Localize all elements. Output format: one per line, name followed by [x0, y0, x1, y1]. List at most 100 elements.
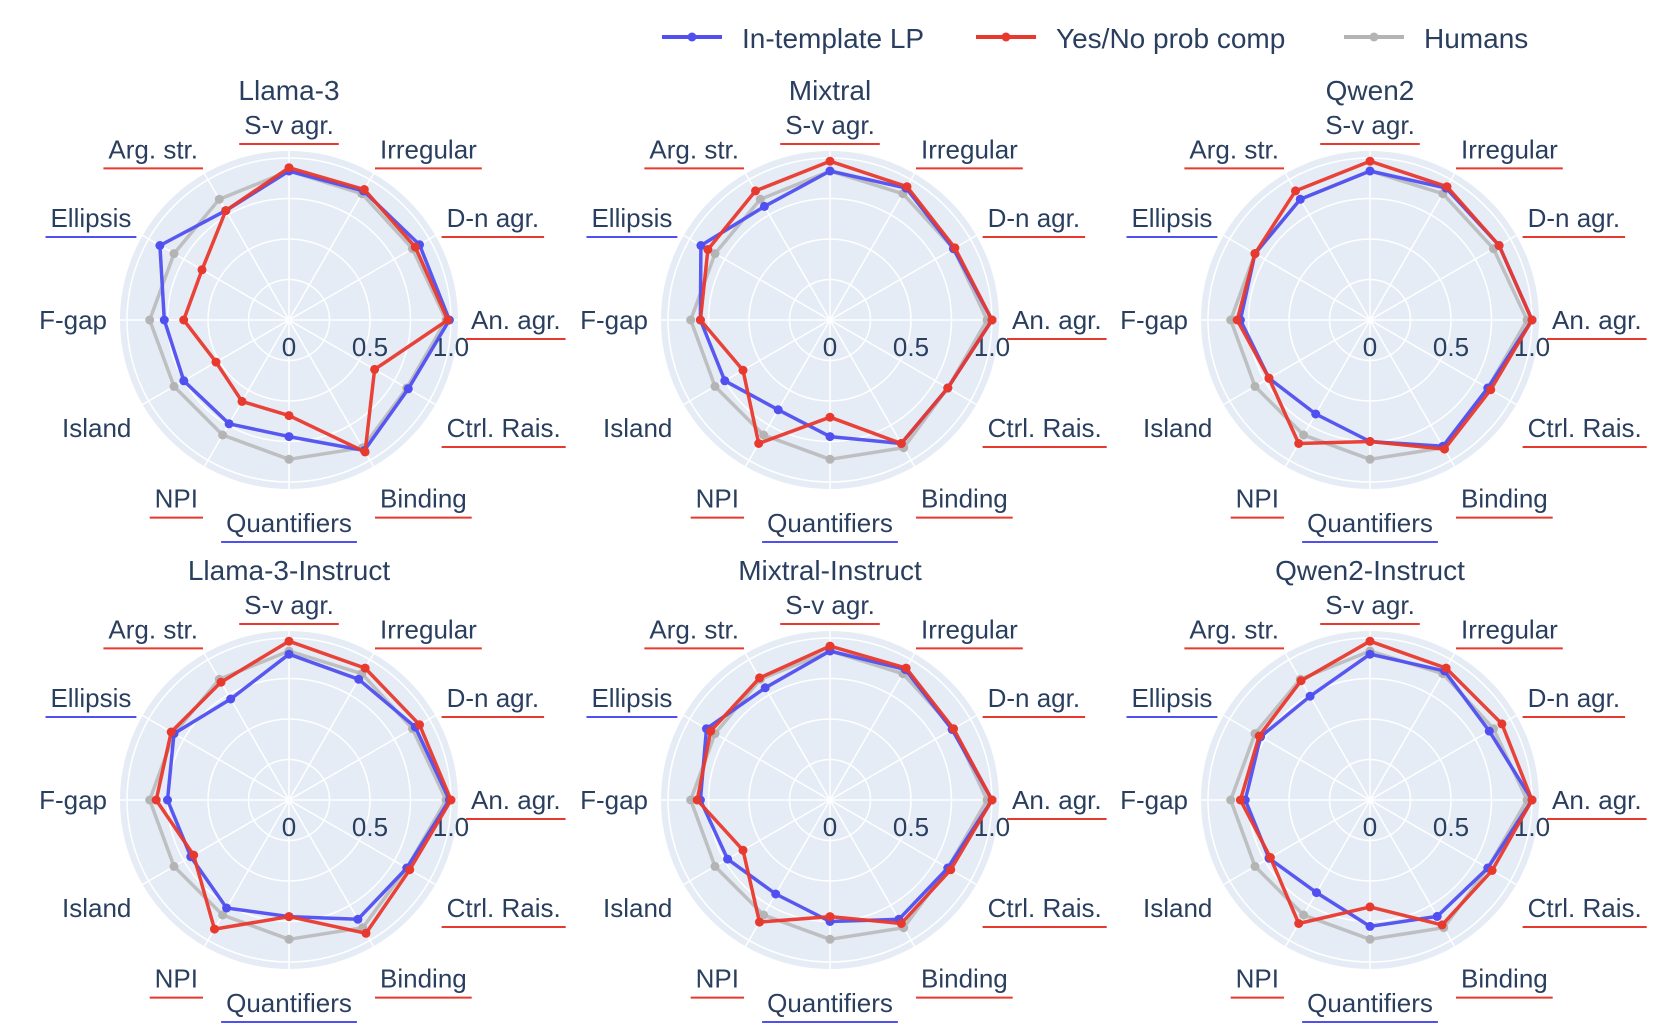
- grid-spoke: [1222, 234, 1371, 321]
- series-point-yes-no-prob-comp: [825, 641, 835, 651]
- series-point-yes-no-prob-comp: [1294, 439, 1304, 448]
- series-point-in-template-lp: [353, 914, 363, 924]
- series-point-in-template-lp: [771, 889, 781, 899]
- series-point-yes-no-prob-comp: [197, 265, 207, 275]
- axis-label-irregular: Irregular: [1461, 614, 1558, 644]
- axis-label-island: Island: [603, 893, 672, 923]
- series-point-humans: [755, 194, 765, 204]
- series-point-yes-no-prob-comp: [755, 917, 764, 927]
- axis-label-arg-str: Arg. str.: [108, 134, 198, 164]
- series-point-humans: [284, 454, 294, 464]
- series-point-yes-no-prob-comp: [446, 795, 456, 805]
- series-point-yes-no-prob-comp: [360, 663, 370, 673]
- series-point-yes-no-prob-comp: [237, 396, 247, 406]
- axis-label-ellipsis: Ellipsis: [591, 203, 672, 233]
- axis-label-arg-str: Arg. str.: [108, 614, 198, 644]
- series-point-yes-no-prob-comp: [987, 315, 997, 325]
- legend-entry-in-template-lp[interactable]: In-template LP: [662, 23, 924, 54]
- series-point-humans: [710, 249, 720, 259]
- series-point-yes-no-prob-comp: [189, 850, 199, 860]
- series-point-in-template-lp: [760, 683, 770, 693]
- series-point-in-template-lp: [825, 432, 835, 442]
- series-point-humans: [825, 934, 835, 944]
- legend-label: Yes/No prob comp: [1056, 23, 1285, 54]
- axis-label-d-n-agr: D-n agr.: [988, 683, 1081, 713]
- radial-tick-label: 0: [1363, 812, 1377, 842]
- series-point-humans: [169, 861, 179, 871]
- axis-label-irregular: Irregular: [1461, 134, 1558, 164]
- axis-label-f-gap: F-gap: [580, 305, 648, 335]
- grid-spoke: [141, 799, 290, 886]
- grid-spoke: [1222, 714, 1371, 801]
- axis-label-an-agr: An. agr.: [1552, 305, 1642, 335]
- series-point-yes-no-prob-comp: [738, 845, 748, 855]
- series-point-humans: [686, 315, 696, 325]
- axis-label-ellipsis: Ellipsis: [1131, 203, 1212, 233]
- series-point-yes-no-prob-comp: [359, 185, 369, 194]
- series-point-humans: [1299, 430, 1309, 440]
- chart-title: Qwen2: [1326, 75, 1415, 106]
- axis-label-binding: Binding: [380, 484, 467, 514]
- series-point-humans: [218, 910, 228, 920]
- axis-label-arg-str: Arg. str.: [1189, 134, 1279, 164]
- series-point-yes-no-prob-comp: [370, 364, 380, 374]
- radial-tick-label: 0.5: [893, 332, 929, 362]
- series-point-in-template-lp: [759, 201, 769, 211]
- axis-label-s-v-agr: S-v agr.: [244, 110, 334, 140]
- series-point-in-template-lp: [720, 376, 730, 386]
- series-point-yes-no-prob-comp: [896, 919, 906, 928]
- radial-tick-label: 0.5: [893, 812, 929, 842]
- radial-tick-label: 0.5: [1433, 812, 1469, 842]
- series-point-yes-no-prob-comp: [896, 439, 906, 448]
- legend-entry-humans[interactable]: Humans: [1344, 23, 1528, 54]
- axis-label-npi: NPI: [1236, 484, 1279, 514]
- series-point-yes-no-prob-comp: [695, 315, 705, 325]
- axis-label-binding: Binding: [380, 964, 467, 994]
- series-point-humans: [759, 430, 769, 440]
- series-point-yes-no-prob-comp: [1365, 902, 1375, 912]
- series-point-yes-no-prob-comp: [950, 243, 960, 253]
- series-point-yes-no-prob-comp: [1365, 636, 1375, 646]
- series-point-yes-no-prob-comp: [706, 726, 716, 736]
- axis-label-ellipsis: Ellipsis: [50, 683, 131, 713]
- series-point-yes-no-prob-comp: [1294, 919, 1304, 928]
- series-point-in-template-lp: [1312, 888, 1321, 898]
- series-point-yes-no-prob-comp: [1440, 444, 1449, 454]
- legend-label: In-template LP: [742, 23, 924, 54]
- axis-label-ctrl-rais: Ctrl. Rais.: [447, 413, 561, 443]
- series-point-yes-no-prob-comp: [405, 865, 415, 875]
- series-point-yes-no-prob-comp: [284, 163, 294, 173]
- axis-label-f-gap: F-gap: [1120, 305, 1188, 335]
- grid-spoke: [141, 234, 290, 321]
- series-point-in-template-lp: [155, 241, 165, 250]
- series-point-yes-no-prob-comp: [415, 720, 424, 730]
- axis-label-d-n-agr: D-n agr.: [447, 683, 539, 713]
- series-point-yes-no-prob-comp: [1235, 795, 1245, 805]
- series-point-yes-no-prob-comp: [1265, 853, 1275, 862]
- legend-entry-yes-no-prob-comp[interactable]: Yes/No prob comp: [976, 23, 1285, 54]
- series-point-yes-no-prob-comp: [284, 411, 294, 421]
- series-point-yes-no-prob-comp: [825, 156, 835, 166]
- axis-label-d-n-agr: D-n agr.: [1528, 683, 1621, 713]
- axis-label-irregular: Irregular: [380, 614, 477, 644]
- series-point-yes-no-prob-comp: [1487, 866, 1497, 875]
- axis-label-irregular: Irregular: [921, 134, 1018, 164]
- grid-spoke: [682, 319, 831, 406]
- axis-label-island: Island: [1143, 413, 1212, 443]
- series-point-yes-no-prob-comp: [751, 186, 760, 196]
- series-point-in-template-lp: [179, 376, 189, 386]
- series-point-yes-no-prob-comp: [443, 315, 453, 325]
- axis-label-s-v-agr: S-v agr.: [1325, 590, 1415, 620]
- axis-label-an-agr: An. agr.: [1552, 785, 1642, 815]
- axis-label-npi: NPI: [155, 484, 198, 514]
- radial-tick-label: 0: [823, 332, 837, 362]
- axis-label-quantifiers: Quantifiers: [767, 988, 893, 1018]
- series-point-humans: [214, 194, 224, 204]
- grid-spoke: [1222, 799, 1371, 886]
- axis-label-binding: Binding: [1461, 964, 1548, 994]
- axis-label-npi: NPI: [696, 484, 739, 514]
- series-point-yes-no-prob-comp: [1527, 315, 1537, 325]
